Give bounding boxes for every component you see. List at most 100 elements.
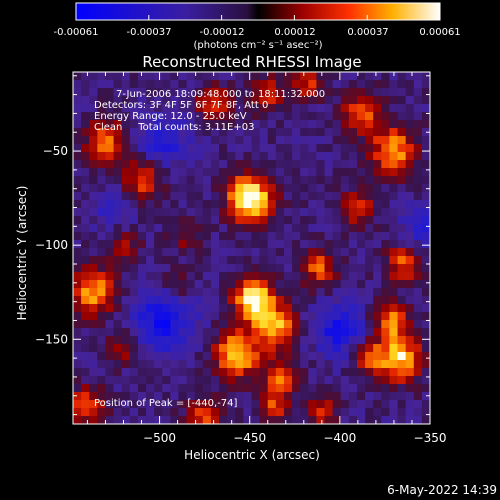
- heatmap-cell: [275, 360, 285, 369]
- heatmap-cell: [170, 256, 180, 265]
- heatmap-cell: [421, 304, 430, 313]
- heatmap-cell: [97, 112, 107, 121]
- heatmap-cell: [97, 216, 107, 225]
- heatmap-cell: [421, 328, 430, 337]
- heatmap-cell: [194, 296, 204, 305]
- heatmap-cell: [227, 192, 236, 201]
- heatmap-cell: [267, 208, 277, 217]
- heatmap-cell: [340, 392, 350, 401]
- heatmap-cell: [405, 72, 415, 81]
- heatmap-cell: [348, 152, 358, 161]
- heatmap-cell: [129, 304, 139, 313]
- heatmap-cell: [389, 168, 399, 177]
- heatmap-cell: [251, 176, 261, 185]
- heatmap-cell: [340, 376, 350, 385]
- heatmap-cell: [397, 232, 407, 241]
- heatmap-cell: [162, 232, 171, 241]
- heatmap-cell: [89, 112, 98, 121]
- heatmap-cell: [235, 264, 244, 273]
- heatmap-cell: [146, 400, 155, 409]
- heatmap-cell: [162, 96, 171, 105]
- heatmap-cell: [73, 176, 82, 185]
- heatmap-cell: [365, 144, 374, 153]
- heatmap-cell: [146, 408, 155, 417]
- heatmap-cell: [332, 152, 342, 161]
- heatmap-cell: [389, 200, 399, 209]
- heatmap-cell: [73, 264, 82, 273]
- heatmap-cell: [381, 168, 391, 177]
- heatmap-cell: [283, 184, 293, 193]
- heatmap-cell: [121, 248, 131, 257]
- heatmap-cell: [227, 208, 236, 217]
- heatmap-cell: [227, 320, 236, 329]
- heatmap-cell: [146, 208, 155, 217]
- heatmap-cell: [178, 168, 188, 177]
- heatmap-cell: [186, 336, 196, 345]
- heatmap-cell: [267, 224, 277, 233]
- heatmap-cell: [219, 248, 228, 257]
- heatmap-cell: [113, 136, 123, 145]
- heatmap-cell: [170, 168, 180, 177]
- heatmap-cell: [113, 272, 123, 281]
- heatmap-cell: [389, 392, 399, 401]
- heatmap-cell: [154, 136, 163, 145]
- heatmap-cell: [202, 416, 212, 424]
- heatmap-cell: [81, 272, 90, 281]
- heatmap-cell: [421, 136, 430, 145]
- heatmap-cell: [105, 304, 115, 313]
- heatmap-cell: [162, 168, 171, 177]
- heatmap-cell: [275, 104, 285, 113]
- heatmap-cell: [397, 200, 407, 209]
- heatmap-cell: [405, 392, 415, 401]
- heatmap-cell: [194, 304, 204, 313]
- heatmap-cell: [397, 288, 407, 297]
- heatmap-cell: [267, 304, 277, 313]
- heatmap-cell: [413, 392, 423, 401]
- heatmap-cell: [275, 296, 285, 305]
- heatmap-cell: [316, 152, 326, 161]
- heatmap-cell: [243, 248, 253, 257]
- heatmap-cell: [275, 264, 285, 273]
- heatmap-cell: [421, 112, 430, 121]
- heatmap-cell: [154, 392, 163, 401]
- heatmap-cell: [365, 208, 374, 217]
- heatmap-cell: [381, 392, 391, 401]
- heatmap-cell: [178, 232, 188, 241]
- heatmap-cell: [308, 136, 318, 145]
- heatmap-cell: [243, 264, 253, 273]
- heatmap-cell: [73, 96, 82, 105]
- heatmap-cell: [389, 352, 399, 361]
- heatmap-cell: [227, 224, 236, 233]
- heatmap-cell: [373, 384, 382, 393]
- heatmap-cell: [73, 296, 82, 305]
- heatmap-cell: [210, 288, 220, 297]
- heatmap-cell: [275, 320, 285, 329]
- heatmap-cell: [89, 312, 98, 321]
- heatmap-cell: [146, 416, 155, 424]
- heatmap-cell: [308, 296, 318, 305]
- heatmap-cell: [202, 176, 212, 185]
- heatmap-cell: [275, 112, 285, 121]
- heatmap-cell: [202, 232, 212, 241]
- heatmap-cell: [97, 240, 107, 249]
- heatmap-cell: [381, 160, 391, 169]
- heatmap-cell: [178, 136, 188, 145]
- heatmap-cell: [324, 104, 334, 113]
- heatmap-cell: [300, 200, 309, 209]
- heatmap-cell: [243, 392, 253, 401]
- heatmap-cell: [348, 312, 358, 321]
- heatmap-cell: [194, 112, 204, 121]
- heatmap-cell: [389, 296, 399, 305]
- heatmap-cell: [243, 368, 253, 377]
- heatmap-cell: [170, 344, 180, 353]
- heatmap-cell: [154, 280, 163, 289]
- heatmap-cell: [316, 368, 326, 377]
- heatmap-cell: [170, 376, 180, 385]
- heatmap-cell: [308, 144, 318, 153]
- heatmap-cell: [373, 144, 382, 153]
- heatmap-cell: [210, 264, 220, 273]
- heatmap-cell: [389, 96, 399, 105]
- heatmap-cell: [129, 240, 139, 249]
- heatmap-cell: [113, 392, 123, 401]
- heatmap-cell: [251, 416, 261, 424]
